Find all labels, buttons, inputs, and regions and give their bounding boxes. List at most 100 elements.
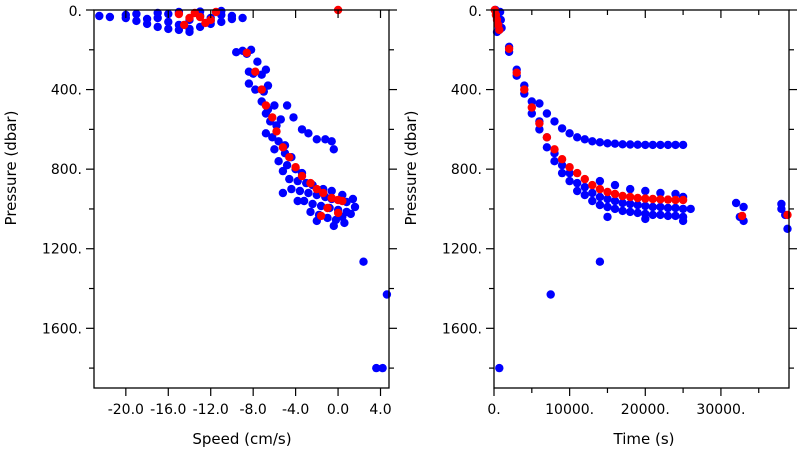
time-pressure-point-s0-63 — [573, 133, 582, 142]
time-pressure-point-s1-8 — [527, 103, 536, 112]
speed-pressure-point-s0-11 — [217, 17, 226, 27]
speed-pressure-point-s0-36 — [253, 57, 262, 66]
speed-pressure-point-s0-98 — [312, 135, 321, 144]
time-pressure-point-s0-90 — [595, 176, 605, 186]
speed-pressure-point-s0-109 — [261, 129, 271, 138]
speed-pressure-point-s0-75 — [299, 196, 309, 206]
time-pressure-point-s0-79 — [731, 198, 741, 208]
time-pressure-point-s0-24 — [557, 161, 567, 170]
speed-pressure-point-s1-6 — [211, 7, 221, 17]
time-pressure-point-s0-88 — [546, 290, 555, 299]
time-pressure-point-s0-38 — [610, 196, 620, 206]
time-pressure-ylabel: Pressure (dbar) — [402, 111, 420, 226]
time-pressure-point-s0-54 — [671, 203, 680, 213]
speed-pressure-point-s0-44 — [263, 81, 273, 90]
time-pressure-point-s0-65 — [588, 137, 597, 146]
speed-pressure-point-s0-86 — [293, 196, 302, 206]
speed-pressure-point-s0-17 — [164, 17, 173, 27]
speed-pressure-point-s1-7 — [190, 8, 199, 18]
speed-pressure-point-s1-20 — [312, 184, 321, 194]
time-pressure-point-s0-31 — [580, 190, 589, 200]
time-pressure-frame — [493, 9, 790, 389]
time-pressure-point-s1-26 — [663, 195, 673, 204]
time-pressure-point-s0-17 — [527, 109, 536, 118]
time-pressure-point-s1-9 — [535, 119, 544, 128]
time-pressure-point-s1-23 — [641, 194, 650, 203]
time-pressure-point-s0-68 — [610, 139, 620, 148]
speed-pressure-point-s0-99 — [321, 135, 330, 144]
time-pressure-point-s1-27 — [671, 195, 680, 205]
time-pressure-point-s1-20 — [618, 191, 627, 201]
speed-pressure-point-s0-106 — [372, 363, 381, 373]
speed-pressure-point-s0-41 — [244, 79, 254, 88]
time-pressure-point-s0-29 — [573, 186, 582, 196]
time-pressure-point-s0-84 — [777, 204, 786, 214]
speed-pressure-point-s1-25 — [323, 203, 332, 213]
speed-pressure-point-s0-21 — [142, 14, 152, 24]
speed-pressure-point-s0-5 — [153, 22, 162, 32]
speed-pressure-point-s0-55 — [270, 145, 279, 154]
speed-pressure-xtick-label-3: -8.0 — [240, 402, 267, 418]
speed-pressure-point-s0-58 — [274, 157, 283, 166]
time-pressure-ytick-label-3: 1200. — [442, 242, 482, 258]
speed-pressure-xlabel: Speed (cm/s) — [192, 430, 291, 448]
speed-pressure-point-s0-85 — [306, 207, 315, 217]
speed-pressure-point-s0-94 — [327, 186, 336, 196]
time-pressure-point-s1-16 — [588, 180, 597, 190]
time-pressure-point-s0-36 — [603, 194, 612, 204]
time-pressure-point-s1-6 — [512, 68, 521, 77]
time-pressure-point-s0-51 — [656, 210, 665, 220]
time-pressure-point-s0-53 — [663, 211, 673, 221]
time-pressure-point-s0-42 — [626, 199, 635, 209]
speed-pressure-point-s0-90 — [329, 221, 338, 231]
speed-pressure-point-s0-87 — [348, 194, 358, 204]
time-pressure-point-s0-26 — [565, 168, 574, 178]
time-pressure-point-s0-93 — [641, 186, 650, 196]
time-pressure-point-s0-16 — [527, 97, 536, 106]
speed-pressure-point-s1-1 — [185, 13, 194, 23]
speed-pressure-point-s1-16 — [285, 153, 294, 162]
speed-pressure-point-s0-103 — [282, 101, 292, 110]
time-pressure-point-s0-19 — [535, 125, 544, 134]
time-pressure-point-s1-13 — [565, 163, 574, 172]
speed-pressure-ytick-label-4: 1600. — [42, 321, 82, 337]
time-pressure-point-s0-39 — [610, 204, 620, 214]
time-pressure-point-s0-45 — [633, 208, 642, 218]
speed-pressure-axes: 0. 400. 800. 1200. 1600. -20.0 -16.0 -12.0 -8.0-… — [42, 4, 397, 418]
speed-pressure-point-s0-76 — [308, 199, 317, 209]
speed-pressure-point-s0-25 — [153, 13, 162, 23]
speed-pressure-point-s0-6 — [164, 24, 173, 34]
time-pressure-point-s0-33 — [588, 196, 597, 206]
speed-pressure-point-s1-21 — [319, 188, 328, 198]
time-pressure-ytick-label-1: 400. — [451, 83, 482, 99]
time-pressure-ytick-label-2: 800. — [451, 162, 482, 178]
time-pressure-point-s1-17 — [595, 184, 605, 194]
speed-pressure-ytick-label-0: 0. — [69, 4, 82, 20]
time-pressure-point-s0-75 — [663, 140, 673, 150]
speed-pressure-point-s0-62 — [278, 166, 288, 176]
time-pressure-point-s0-49 — [648, 210, 657, 220]
speed-pressure-point-s1-27 — [316, 211, 326, 221]
speed-pressure-point-s1-5 — [206, 15, 215, 25]
time-pressure-point-s1-15 — [580, 174, 589, 184]
time-pressure-point-s0-91 — [610, 180, 620, 190]
speed-pressure-point-s0-40 — [261, 65, 271, 74]
speed-pressure-point-s0-96 — [297, 125, 307, 134]
speed-pressure-point-s1-14 — [272, 127, 281, 136]
time-pressure-point-s1-11 — [550, 145, 559, 154]
time-pressure-point-s1-29 — [737, 211, 747, 221]
speed-pressure-point-s0-27 — [185, 27, 194, 37]
time-pressure-point-s1-4 — [495, 25, 504, 35]
speed-pressure-point-s1-0 — [174, 9, 184, 19]
speed-pressure-point-s0-70 — [312, 190, 321, 200]
time-pressure-point-s0-48 — [648, 202, 657, 212]
time-pressure-point-s0-76 — [671, 140, 680, 150]
speed-pressure-ytick-label-2: 800. — [51, 162, 82, 178]
speed-pressure-point-s1-9 — [242, 48, 251, 57]
time-pressure-point-s0-66 — [595, 138, 605, 147]
speed-pressure-point-s1-10 — [251, 67, 260, 76]
time-pressure-ytick-label-0: 0. — [469, 4, 482, 20]
time-pressure-point-s0-25 — [557, 168, 567, 178]
speed-pressure-point-s0-97 — [304, 129, 313, 138]
time-pressure-point-s0-59 — [542, 109, 552, 118]
